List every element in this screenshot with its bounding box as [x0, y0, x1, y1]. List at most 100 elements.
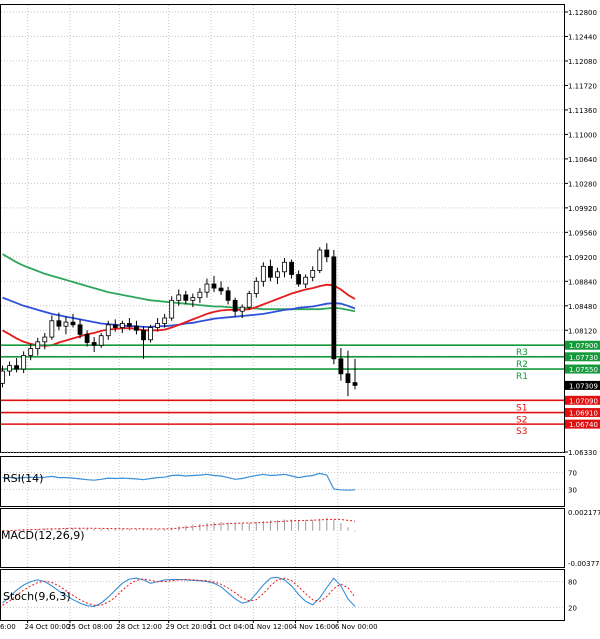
candle-down: [141, 329, 146, 341]
candle-up: [260, 265, 266, 282]
candle-up: [0, 370, 5, 384]
candle-down: [91, 342, 97, 346]
y-tick-label: 1.08480: [568, 303, 597, 311]
stoch-tick-label: 20: [568, 604, 577, 612]
candle-up: [317, 249, 323, 271]
chart-grid: [0, 4, 565, 621]
level-label-r1: R1: [516, 372, 528, 382]
current-price-tag: [565, 380, 600, 390]
rsi-frame: [0, 456, 565, 507]
candle-down: [324, 249, 330, 258]
price-tag-label-r2: 1.07730: [569, 354, 598, 362]
axes: 1.12800 1.12440 1.12080 1.11720 1.11360 1.110…: [0, 9, 600, 631]
price-tag-label-r1: 1.07550: [569, 366, 598, 374]
y-tick-label: 1.12800: [568, 9, 597, 17]
candle-down: [84, 333, 90, 343]
candle-down: [127, 323, 132, 327]
y-tick-label: 1.11360: [568, 107, 597, 115]
rsi-label: RSI(14): [3, 472, 43, 485]
candle-up: [119, 323, 125, 328]
candle-down: [345, 373, 351, 384]
x-tick-label: 28 Oct 12:00: [116, 623, 162, 631]
x-tick-label: 25 Oct 08:00: [67, 623, 113, 631]
candle-down: [218, 287, 224, 292]
stoch-panel: Stoch(9,6,3): [2, 576, 356, 608]
level-label-r3: R3: [516, 348, 528, 358]
y-tick-label: 1.09560: [568, 229, 597, 237]
x-tick-label: 4 Nov 16:00: [293, 623, 336, 631]
price-tag-r2: [565, 352, 600, 362]
candle-up: [282, 261, 287, 273]
macd-tick-label: -0.003774: [568, 560, 600, 568]
candle-up: [35, 341, 41, 350]
candle-down: [70, 321, 76, 326]
x-tick-label: 6 Nov 00:00: [335, 623, 378, 631]
y-tick-label: 1.11000: [568, 131, 597, 139]
price-tag-r1: [565, 364, 600, 374]
candle-up: [197, 291, 203, 299]
candle-up: [275, 271, 280, 278]
macd-label: MACD(12,26,9): [1, 529, 85, 542]
candle-down: [232, 299, 238, 312]
y-tick-label: 1.06330: [568, 449, 597, 457]
price-tag-label-s2: 1.06910: [569, 410, 598, 418]
level-label-s1: S1: [516, 403, 527, 413]
y-tick-label: 1.10640: [568, 156, 597, 164]
candle-down: [56, 320, 62, 327]
level-label-s3: S3: [516, 427, 527, 437]
x-tick-label: 31 Oct 04:00: [208, 623, 254, 631]
price-tag-s2: [565, 408, 600, 418]
candle-down: [352, 382, 358, 386]
price-tag-r3: [565, 340, 600, 350]
candle-down: [211, 283, 217, 289]
y-tick-label: 1.12080: [568, 58, 597, 66]
x-tick-label: 6:00: [0, 623, 16, 631]
candle-down: [183, 294, 189, 301]
candle-up: [162, 317, 168, 324]
rsi-tick-label: 30: [568, 486, 577, 494]
y-tick-label: 1.10280: [568, 180, 597, 188]
y-tick-label: 1.08120: [568, 327, 597, 335]
candle-down: [14, 365, 20, 370]
candle-up: [204, 283, 210, 293]
x-tick-label: 24 Oct 00:00: [25, 623, 71, 631]
level-label-r2: R2: [516, 360, 528, 370]
candle-up: [98, 335, 104, 346]
price-tag-label-r3: 1.07900: [569, 342, 598, 350]
y-tick-label: 1.08840: [568, 278, 597, 286]
macd-signal-line: [2, 518, 356, 532]
sma-red-line: [2, 283, 356, 347]
price-tag-s3: [565, 419, 600, 429]
y-tick-label: 1.09920: [568, 205, 597, 213]
x-tick-label: 29 Oct 20:00: [166, 623, 212, 631]
current-price-label: 1.07309: [569, 382, 598, 390]
candle-up: [239, 306, 245, 312]
candle-up: [190, 297, 196, 301]
level-label-s2: S2: [516, 416, 527, 426]
price-tag-s1: [565, 395, 600, 405]
x-tick-label: 1 Nov 12:00: [250, 623, 293, 631]
candle-up: [148, 327, 153, 341]
candle-down: [112, 324, 118, 328]
macd-tick-label: 0.002177: [568, 509, 600, 517]
rsi-panel: RSI(14): [2, 472, 356, 491]
candle-up: [105, 324, 111, 337]
macd-panel: MACD(12,26,9): [1, 517, 356, 542]
candle-down: [289, 261, 294, 275]
y-tick-label: 1.11720: [568, 82, 597, 90]
y-tick-label: 1.09200: [568, 254, 597, 262]
main-frame: [0, 4, 565, 453]
candle-up: [28, 348, 34, 356]
macd-frame: [0, 508, 565, 568]
stoch-frame: [0, 569, 565, 621]
price-tag-label-s3: 1.06740: [569, 421, 598, 429]
stoch-main-line: [2, 576, 356, 608]
candle-up: [310, 270, 316, 278]
candle-down: [225, 290, 231, 301]
candle-up: [303, 276, 309, 285]
rsi-line: [2, 472, 356, 491]
price-tag-label-s1: 1.07090: [569, 397, 598, 405]
candle-up: [21, 355, 27, 370]
